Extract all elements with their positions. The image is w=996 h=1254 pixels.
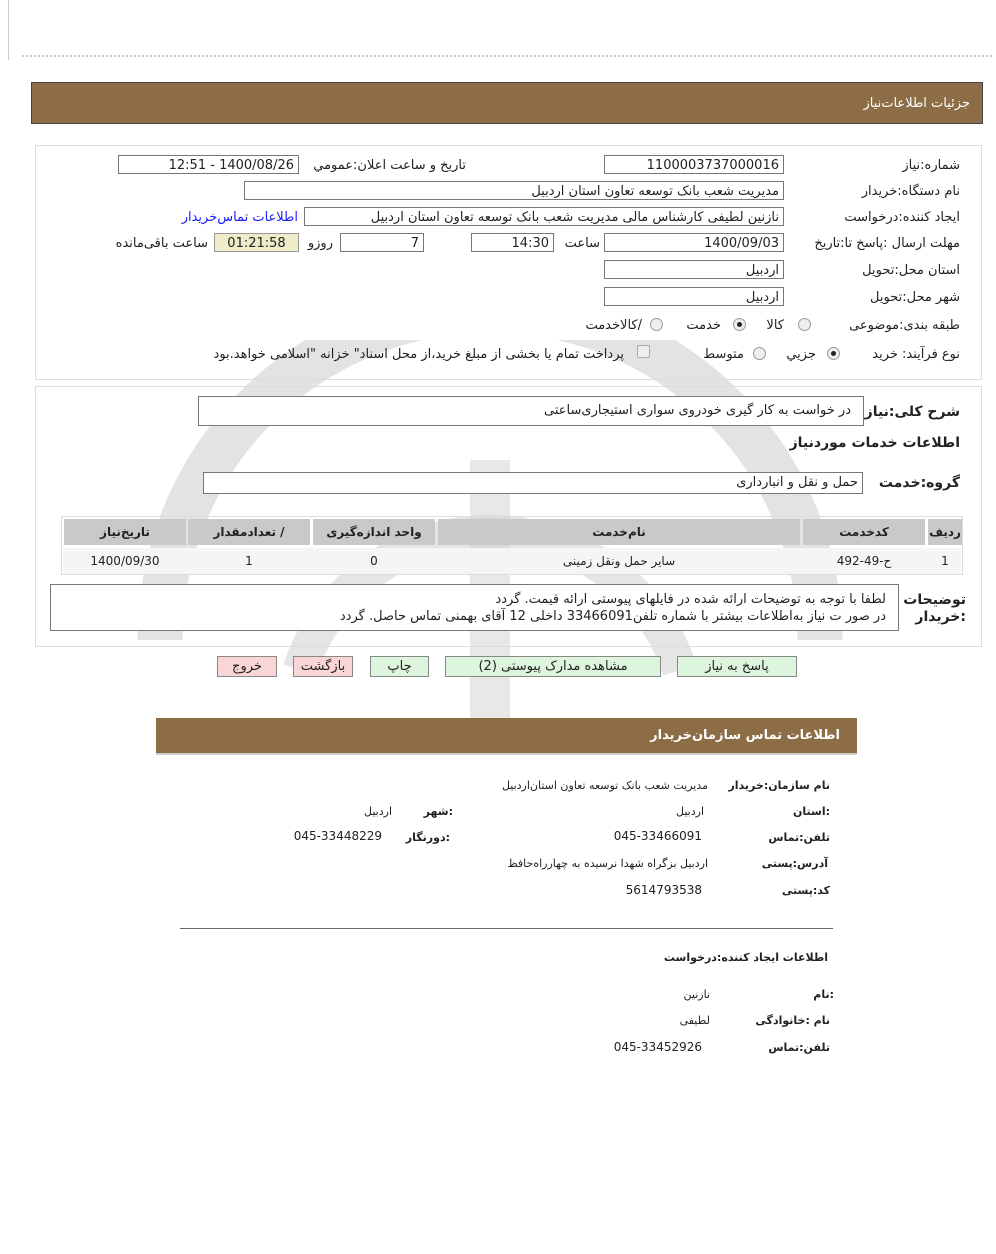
address-value: اردبیل بزگراه شهدا نرسیده به چهارراه‌حاف… [507,857,708,870]
need-number-field[interactable]: 1100003737000016 [604,155,784,174]
services-table [61,516,963,575]
process-small-label: جزیي [786,347,816,362]
org-value: مدیریت شعب بانک توسعه تعاون استان‌اردبیل [501,779,708,792]
group-label: گروه:خدمت [878,475,960,491]
th-unit: واحد اندازه‌گیری [313,519,435,545]
contact-header-bar [156,718,857,755]
address-label: آدرس:پستی [761,857,828,870]
process-radio-medium[interactable] [753,347,766,360]
notes-line-1: لطفا با توجه به توضیحات ارائه شده در فای… [495,592,886,607]
deadline-date-field[interactable]: 1400/09/03 [604,233,784,252]
th-need-date: تاریخ‌نیاز [64,519,186,545]
cell-row: 1 [941,554,949,568]
city-contact-value: اردبیل [364,805,392,818]
city-label: شهر محل:تحویل [870,290,960,305]
page-header-bar [31,82,983,124]
deadline-label: مهلت ارسال :پاسخ تا:تاریخ [814,236,960,251]
name-label: :نام [813,988,834,1001]
category-radio-service[interactable] [733,318,746,331]
category-service-label: خدمت [686,318,721,333]
group-field: حمل و نقل و انبارداری [203,472,863,494]
left-border-line [8,0,9,60]
category-radio-goods[interactable] [798,318,811,331]
creator-label: ایجاد کننده:درخواست [844,210,960,225]
province-label: استان محل:تحویل [862,263,960,278]
postal-value: 5614793538 [625,883,702,897]
need-info-panel [35,145,982,380]
org-label: نام سازمان:خریدار [728,779,830,792]
category-goods-label: کالا [766,318,784,333]
name-value: نازنین [683,988,710,1001]
family-label: نام :خانوادگی [755,1014,830,1027]
cell-quantity: 1 [245,554,253,568]
th-service-code: کدخدمت [803,519,925,545]
remaining-time-field: 01:21:58 [214,233,299,252]
days-field[interactable]: 7 [340,233,424,252]
fax-value: 045-33448229 [293,829,382,843]
city-contact-label: :شهر [423,805,453,818]
exit-button[interactable]: خروج [217,656,277,677]
cell-service-code: ح-49-492 [836,554,892,568]
province-contact-label: :استان [793,805,830,818]
category-goods-service-label: /کالاخدمت [585,318,642,333]
buyer-org-label: نام دستگاه:خریدار [861,184,960,199]
creator-field[interactable]: نازنین لطیفی کارشناس مالی مدیریت شعب بان… [304,207,784,226]
deadline-time-field[interactable]: 14:30 [471,233,554,252]
creator-phone-label: تلفن:تماس [768,1041,830,1054]
remaining-time-label: ساعت باقی‌مانده [115,236,208,251]
notes-line-2: در صور ت نیاز به‌اطلاعات بیشتر با شماره … [339,609,886,624]
summary-field: در خواست به کار گیری خودروی سواری استیجا… [198,396,864,426]
creator-info-title: اطلاعات ایجاد کننده:درخواست [663,951,828,964]
table-row [63,548,961,574]
province-field[interactable]: اردبیل [604,260,784,279]
services-title: اطلاعات خدمات موردنیاز [789,435,960,451]
notes-box [50,584,899,631]
days-label: روزو [307,236,333,251]
buyer-org-field[interactable]: مدیریت شعب بانک توسعه تعاون استان اردبیل [244,181,784,200]
buyer-contact-link[interactable]: اطلاعات تماس‌خریدار [181,210,298,225]
province-contact-value: اردبیل [676,805,704,818]
payment-checkbox-label: پرداخت تمام یا بخشی از مبلغ خرید،از محل … [213,347,624,362]
process-medium-label: متوسط [703,347,744,362]
deadline-time-label: ساعت [564,236,600,251]
creator-phone-value: 045-33452926 [613,1040,702,1054]
th-row: ردیف [928,519,962,545]
process-radio-small[interactable] [827,347,840,360]
process-label: نوع فرآیند: خرید [872,347,960,362]
attachments-button[interactable]: مشاهده مدارک پیوستی (2) [445,656,661,677]
cell-need-date: 1400/09/30 [90,554,160,568]
category-label: طبقه بندی:موضوعی [849,318,960,333]
notes-label: توضیحات :خریدار [903,592,966,625]
need-details-panel [35,386,982,647]
th-quantity: / تعدادمقدار [188,519,310,545]
payment-checkbox[interactable] [637,345,650,358]
page-title: جزئیات اطلاعات‌نیاز [863,96,970,111]
fax-label: :دورنگار [405,831,450,844]
back-button[interactable]: بازگشت [293,656,353,677]
cell-unit: 0 [370,554,378,568]
category-radio-goods-service[interactable] [650,318,663,331]
phone-label: تلفن:تماس [768,831,830,844]
summary-label: شرح کلی:نیاز [864,404,960,420]
reply-button[interactable]: پاسخ به نیاز [677,656,797,677]
contact-title: اطلاعات تماس سازمان‌خریدار [650,728,840,743]
announce-date-field[interactable]: 1400/08/26 - 12:51 [118,155,299,174]
family-value: لطیفی [679,1014,710,1027]
need-number-label: شماره:نیاز [902,158,960,173]
th-service-name: نام‌خدمت [438,519,800,545]
city-field[interactable]: اردبیل [604,287,784,306]
top-divider [22,55,992,57]
print-button[interactable]: چاپ [370,656,429,677]
contact-divider [180,928,833,929]
cell-service-name: سایر حمل ونقل زمینی [562,554,676,568]
phone-value: 045-33466091 [613,829,702,843]
announce-label: تاریخ و ساعت اعلان:عمومي [313,158,466,173]
postal-label: کد:پستی [781,884,830,897]
